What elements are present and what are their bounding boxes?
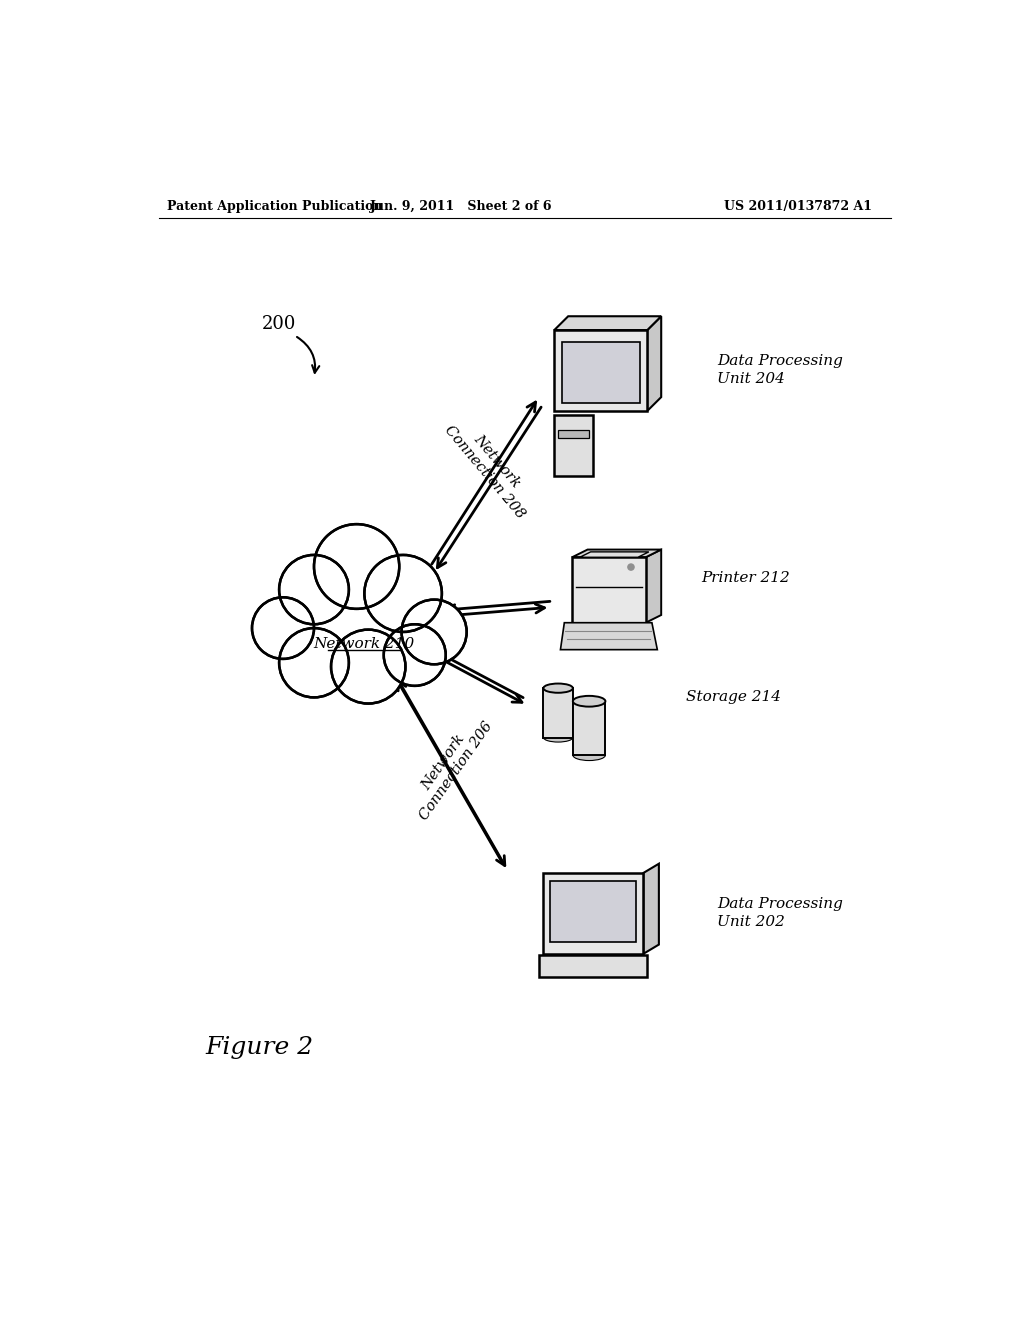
FancyBboxPatch shape [543,873,643,954]
Circle shape [385,626,444,685]
Text: Data Processing
Unit 202: Data Processing Unit 202 [717,896,843,929]
Polygon shape [580,552,649,557]
Text: Storage 214: Storage 214 [686,690,781,705]
Polygon shape [646,549,662,623]
FancyBboxPatch shape [550,880,636,942]
FancyBboxPatch shape [572,701,605,755]
Circle shape [333,631,404,702]
Text: Jun. 9, 2011   Sheet 2 of 6: Jun. 9, 2011 Sheet 2 of 6 [370,199,553,213]
Text: Printer 212: Printer 212 [701,572,791,585]
Ellipse shape [572,696,605,706]
Circle shape [403,601,465,663]
FancyBboxPatch shape [572,557,646,623]
Ellipse shape [572,750,605,760]
Polygon shape [572,549,662,557]
FancyBboxPatch shape [544,688,572,738]
Circle shape [280,554,349,624]
Text: Network
Connection 206: Network Connection 206 [403,710,496,824]
Circle shape [365,554,442,632]
Circle shape [384,624,445,686]
Circle shape [628,564,634,570]
FancyBboxPatch shape [539,956,647,977]
Circle shape [280,628,349,697]
Text: Data Processing
Unit 204: Data Processing Unit 204 [717,354,843,387]
FancyBboxPatch shape [562,342,640,404]
Polygon shape [554,317,662,330]
Text: Network 210: Network 210 [313,636,415,651]
FancyBboxPatch shape [558,430,589,438]
Circle shape [401,599,467,664]
Ellipse shape [280,578,434,678]
Ellipse shape [544,733,572,742]
Polygon shape [560,623,657,649]
FancyBboxPatch shape [554,330,647,411]
Text: Figure 2: Figure 2 [206,1036,313,1059]
Circle shape [252,597,314,659]
Text: Patent Application Publication: Patent Application Publication [167,199,382,213]
Circle shape [253,599,312,657]
Circle shape [366,556,440,631]
Circle shape [281,630,347,696]
Circle shape [331,630,406,704]
Text: 200: 200 [262,315,296,333]
Text: Network
Connection 208: Network Connection 208 [441,412,540,521]
Text: US 2011/0137872 A1: US 2011/0137872 A1 [724,199,872,213]
Polygon shape [647,317,662,411]
Circle shape [315,525,398,607]
Circle shape [314,524,399,609]
Polygon shape [643,863,658,954]
Ellipse shape [544,684,572,693]
Circle shape [281,556,347,623]
FancyBboxPatch shape [554,414,593,477]
